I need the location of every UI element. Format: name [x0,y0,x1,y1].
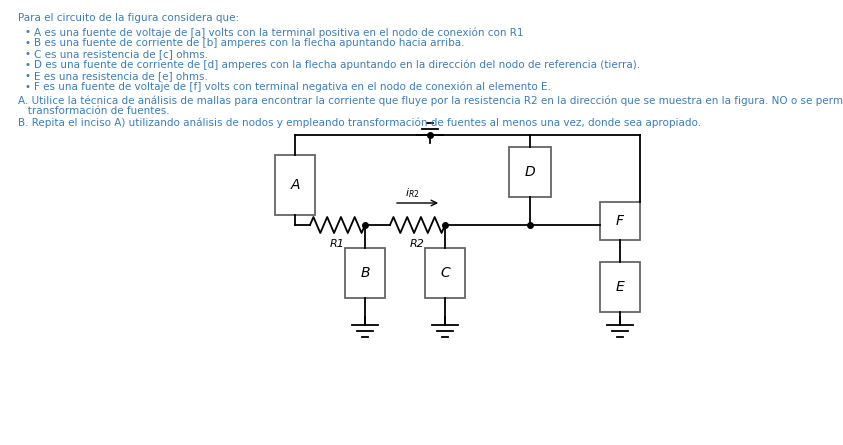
Text: D: D [524,165,535,179]
Text: •: • [24,38,30,48]
Text: A: A [290,178,300,192]
Bar [600,262,640,312]
Text: B. Repita el inciso A) utilizando análisis de nodos y empleando transformación d: B. Repita el inciso A) utilizando anális… [18,117,701,128]
Text: •: • [24,49,30,59]
Text: R2: R2 [410,239,425,249]
Text: R1: R1 [330,239,345,249]
Text: A. Utilice la técnica de análisis de mallas para encontrar la corriente que fluy: A. Utilice la técnica de análisis de mal… [18,95,843,105]
Text: $i_{R2}$: $i_{R2}$ [405,186,420,200]
Text: B es una fuente de corriente de [b] amperes con la flecha apuntando hacia arriba: B es una fuente de corriente de [b] ampe… [34,38,464,48]
Text: Para el circuito de la figura considera que:: Para el circuito de la figura considera … [18,13,239,23]
Text: transformación de fuentes.: transformación de fuentes. [18,106,169,116]
Text: E es una resistencia de [e] ohms.: E es una resistencia de [e] ohms. [34,71,208,81]
Text: B: B [360,266,370,280]
Bar [600,202,640,240]
Text: •: • [24,27,30,37]
Bar [275,155,315,215]
Text: F: F [616,214,624,228]
Text: C: C [440,266,450,280]
Text: •: • [24,60,30,70]
Text: •: • [24,71,30,81]
Bar [345,248,385,298]
Text: A es una fuente de voltaje de [a] volts con la terminal positiva en el nodo de c: A es una fuente de voltaje de [a] volts … [34,27,524,37]
Text: F es una fuente de voltaje de [f] volts con terminal negativa en el nodo de cone: F es una fuente de voltaje de [f] volts … [34,82,550,93]
Bar [509,147,551,197]
Text: •: • [24,82,30,92]
Bar [425,248,465,298]
Text: C es una resistencia de [c] ohms.: C es una resistencia de [c] ohms. [34,49,208,59]
Text: D es una fuente de corriente de [d] amperes con la flecha apuntando en la direcc: D es una fuente de corriente de [d] ampe… [34,60,640,70]
Text: E: E [615,280,625,294]
